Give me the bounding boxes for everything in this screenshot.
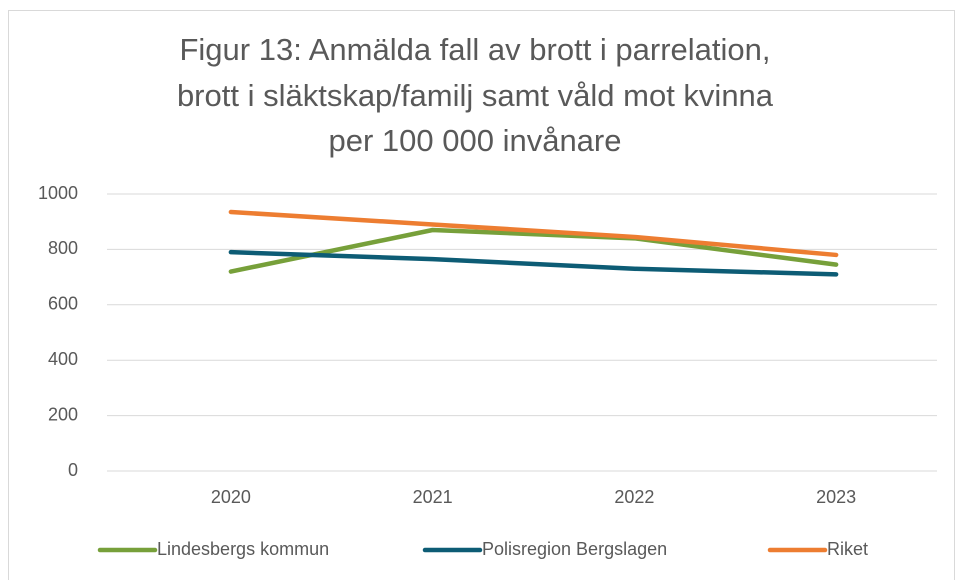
x-tick-label: 2020 [211, 487, 251, 507]
chart-title: brott i släktskap/familj samt våld mot k… [177, 78, 774, 113]
y-tick-label: 400 [48, 349, 78, 369]
legend-label: Polisregion Bergslagen [482, 539, 667, 559]
x-tick-label: 2022 [614, 487, 654, 507]
y-tick-label: 200 [48, 404, 78, 424]
y-tick-label: 1000 [38, 183, 78, 203]
series-line [228, 227, 839, 274]
chart-frame [8, 10, 955, 580]
series-line [228, 209, 839, 258]
y-tick-label: 600 [48, 294, 78, 314]
legend-label: Riket [827, 539, 868, 559]
y-tick-label: 0 [68, 460, 78, 480]
y-tick-label: 800 [48, 238, 78, 258]
x-tick-label: 2023 [816, 487, 856, 507]
chart-title: per 100 000 invånare [328, 123, 621, 158]
x-tick-label: 2021 [413, 487, 453, 507]
chart-title: Figur 13: Anmälda fall av brott i parrel… [179, 32, 770, 67]
legend-label: Lindesbergs kommun [157, 539, 329, 559]
series-line [228, 249, 839, 277]
